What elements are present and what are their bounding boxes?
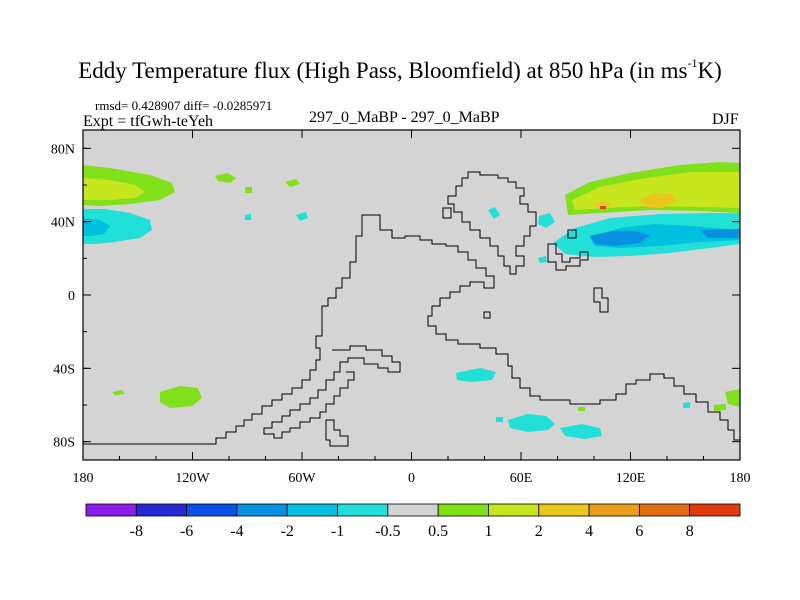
colorbar-swatch-12 [689, 503, 741, 517]
colorbar-swatch-2 [186, 503, 238, 517]
fill-blob-sh-cyan-4 [683, 402, 690, 408]
x-tick-label-2: 60W [288, 471, 316, 486]
outline-greenland [442, 207, 452, 219]
fill-blob-sh-cyan-3 [560, 424, 602, 439]
outline-island-2 [483, 311, 491, 319]
fill-blob-sh-red [600, 206, 606, 209]
colorbar-swatch-4 [286, 503, 338, 517]
center-label: 297_0_MaBP - 297_0_MaBP [309, 109, 500, 126]
fill-blob-cyan-1 [296, 212, 308, 221]
colorbar-label-5: -0.5 [375, 523, 400, 540]
fill-blob-cyan-5 [245, 214, 251, 220]
colorbar-swatch-7 [437, 503, 489, 517]
x-tick-label-5: 120E [616, 471, 646, 486]
fill-band-na-orange [640, 193, 676, 208]
x-tick-label-6: 180 [730, 471, 751, 486]
y-axis: 80N 40N 0 40S 80S [51, 142, 740, 451]
fill-band-na-yellow [572, 172, 740, 210]
fill-blob-sh-cyan-5 [496, 417, 503, 422]
fill-blob-green-2 [285, 179, 300, 187]
continent-outlines [83, 171, 741, 447]
fill-blob-sh-green-1 [160, 386, 202, 408]
season-label: DJF [712, 111, 739, 128]
outline-north-america-west [370, 214, 741, 446]
outline-americas [447, 171, 537, 275]
y-tick-label-1: 40N [51, 216, 75, 231]
colorbar-label-1: -6 [180, 523, 193, 540]
colorbar-label-8: 2 [535, 523, 543, 540]
plot-area: 180 120W 60W 0 60E 120E 180 80N 40N 0 40S 80S [51, 129, 751, 486]
outline-island-1 [593, 287, 609, 313]
fill-blob-cyan-3 [538, 213, 555, 228]
colorbar-swatch-8 [488, 503, 540, 517]
x-tick-label-4: 60E [510, 471, 533, 486]
fill-band-np-cyan [83, 209, 152, 244]
colorbar-swatch-6 [387, 503, 439, 517]
fill-blob-sh-green-4 [714, 404, 726, 411]
fill-band-na-deepblue [700, 229, 740, 238]
colorbar-label-6: 0.5 [428, 523, 448, 540]
outline-coast-left [83, 214, 370, 445]
outline-europe-fragment [547, 243, 589, 271]
colorbar-label-4: -1 [331, 523, 344, 540]
colorbar-label-7: 1 [484, 523, 492, 540]
experiment-label: Expt = tfGwh-teYeh [83, 113, 214, 130]
y-tick-label-2: 0 [68, 289, 75, 304]
colorbar-label-10: 6 [635, 523, 643, 540]
fill-band-np-blue [83, 218, 110, 236]
colorbar-swatch-1 [135, 503, 188, 517]
fill-band-na-orange-small [592, 201, 612, 209]
colorbar-swatch-3 [236, 503, 288, 517]
colorbar-label-9: 4 [585, 523, 593, 540]
fill-blob-sh-cyan-1 [456, 368, 496, 382]
chart-title: Eddy Temperature flux (High Pass, Bloomf… [78, 56, 722, 83]
y-tick-label-4: 80S [53, 436, 75, 451]
outline-antarctic-peninsula [325, 419, 349, 447]
colorbar-label-11: 8 [686, 523, 694, 540]
stats-label: rmsd= 0.428907 diff= -0.0285971 [95, 98, 273, 113]
colorbar-swatch-5 [337, 503, 389, 517]
outline-europe-top [567, 229, 577, 239]
fill-blob-sh-green-3 [725, 389, 740, 407]
colorbar: -8 -6 -4 -2 -1 -0.5 0.5 1 2 4 6 8 [85, 503, 741, 540]
fill-band-np-yellow [83, 178, 145, 200]
fill-blob-cyan-4 [538, 256, 547, 263]
fill-blob-green-1 [215, 173, 236, 183]
fill-blob-green-3 [245, 187, 252, 193]
anomaly-fills [83, 162, 740, 439]
fill-blob-sh-green-2 [112, 390, 125, 395]
x-tick-label-1: 120W [175, 471, 210, 486]
fill-blob-sh-green-5 [578, 407, 585, 411]
colorbar-swatch-0 [85, 503, 137, 517]
colorbar-swatch-10 [588, 503, 640, 517]
colorbar-label-0: -8 [130, 523, 143, 540]
x-tick-label-3: 0 [408, 471, 415, 486]
fill-blob-cyan-2 [488, 207, 500, 219]
colorbar-label-3: -2 [281, 523, 294, 540]
colorbar-swatch-11 [638, 503, 691, 517]
fill-blob-sh-cyan-2 [508, 414, 555, 432]
x-axis: 180 120W 60W 0 60E 120E 180 [73, 130, 751, 486]
y-tick-label-3: 40S [53, 362, 75, 377]
fill-blob-dark-blue [590, 231, 650, 246]
colorbar-swatch-9 [538, 503, 590, 517]
y-tick-label-0: 80N [51, 142, 75, 157]
x-tick-label-0: 180 [73, 471, 94, 486]
colorbar-label-2: -4 [230, 523, 243, 540]
outline-south-america [263, 345, 401, 439]
